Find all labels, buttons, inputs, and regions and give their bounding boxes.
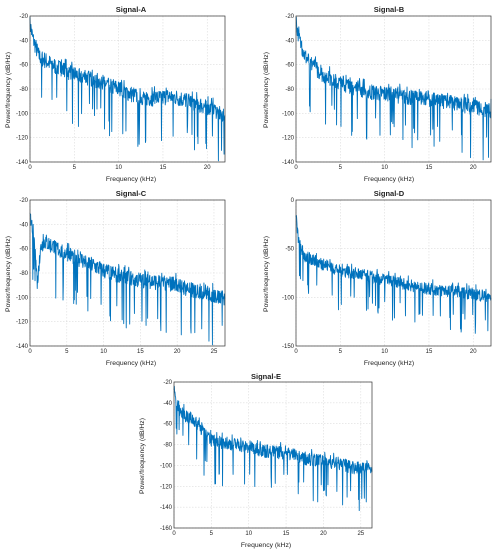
y-axis-label: Power/frequency (dB/Hz): [139, 418, 146, 494]
chart-title: Signal-D: [374, 189, 405, 198]
x-tick-label: 5: [210, 531, 214, 537]
x-tick-label: 10: [245, 531, 252, 537]
y-tick-label: -100: [282, 111, 295, 117]
y-axis-label: Power/frequency (dB/Hz): [263, 52, 270, 128]
y-tick-label: -120: [16, 320, 29, 326]
axes-box: [295, 15, 492, 163]
y-tick-label: -140: [282, 160, 295, 166]
y-tick-label: -60: [163, 422, 172, 428]
y-tick-label: -100: [160, 463, 173, 469]
y-tick-label: -20: [285, 14, 294, 20]
y-tick-label: 0: [291, 198, 295, 204]
chart-title: Signal-B: [374, 5, 405, 14]
x-tick-label: 20: [320, 531, 327, 537]
y-tick-label: -60: [19, 247, 28, 253]
x-tick-label: 0: [294, 349, 298, 355]
y-axis-label: Power/frequency (dB/Hz): [5, 52, 12, 128]
y-tick-label: -40: [285, 38, 294, 44]
y-tick-label: -40: [19, 222, 28, 228]
y-tick-label: -80: [19, 271, 28, 277]
x-tick-label: 15: [426, 349, 433, 355]
panel-signal-c: Signal-C Frequency (kHz) Power/frequency…: [5, 189, 226, 367]
panel-signal-d: Signal-D Frequency (kHz) Power/frequency…: [263, 189, 492, 367]
x-tick-label: 10: [115, 165, 122, 171]
spectrum-trace: [295, 214, 492, 334]
x-tick-label: 10: [381, 165, 388, 171]
x-axis-label: Frequency (kHz): [106, 176, 156, 183]
y-tick-label: -80: [285, 87, 294, 93]
y-tick-label: -140: [16, 344, 29, 350]
x-tick-label: 10: [100, 349, 107, 355]
x-tick-label: 10: [381, 349, 388, 355]
y-tick-label: -20: [163, 380, 172, 386]
x-tick-label: 0: [28, 349, 32, 355]
x-axis-label: Frequency (kHz): [364, 176, 414, 183]
x-tick-label: 25: [357, 531, 364, 537]
chart-title: Signal-C: [116, 189, 147, 198]
spectrum-trace: [29, 17, 226, 162]
axes-box: [29, 199, 226, 347]
y-tick-label: -120: [160, 484, 173, 490]
spectrum-trace: [29, 213, 226, 346]
y-tick-label: -120: [282, 136, 295, 142]
y-tick-label: -50: [285, 247, 294, 253]
y-tick-label: -20: [19, 14, 28, 20]
x-tick-label: 15: [137, 349, 144, 355]
x-tick-label: 20: [470, 165, 477, 171]
chart-title: Signal-E: [251, 372, 281, 381]
panel-signal-b: Signal-B Frequency (kHz) Power/frequency…: [263, 5, 492, 183]
x-tick-label: 15: [426, 165, 433, 171]
x-tick-label: 15: [160, 165, 167, 171]
x-axis-label: Frequency (kHz): [106, 360, 156, 367]
y-tick-label: -60: [285, 63, 294, 69]
x-tick-label: 5: [65, 349, 69, 355]
y-tick-label: -150: [282, 344, 295, 350]
chart-title: Signal-A: [116, 5, 147, 14]
y-tick-label: -120: [16, 136, 29, 142]
x-tick-label: 20: [174, 349, 181, 355]
y-tick-label: -140: [16, 160, 29, 166]
y-tick-label: -60: [19, 63, 28, 69]
panel-signal-a: Signal-A Frequency (kHz) Power/frequency…: [5, 5, 226, 183]
x-tick-label: 5: [339, 165, 343, 171]
spectrum-trace: [173, 385, 373, 512]
x-tick-label: 5: [339, 349, 343, 355]
y-tick-label: -40: [19, 38, 28, 44]
y-tick-label: -100: [16, 295, 29, 301]
y-tick-label: -100: [16, 111, 29, 117]
y-tick-label: -80: [163, 443, 172, 449]
y-axis-label: Power/frequency (dB/Hz): [263, 236, 270, 312]
y-tick-label: -40: [163, 401, 172, 407]
panel-signal-e: Signal-E Frequency (kHz) Power/frequency…: [139, 372, 373, 549]
x-tick-label: 20: [470, 349, 477, 355]
axes-box: [173, 381, 373, 529]
y-tick-label: -80: [19, 87, 28, 93]
x-tick-label: 20: [204, 165, 211, 171]
x-tick-label: 5: [73, 165, 77, 171]
x-axis-label: Frequency (kHz): [364, 360, 414, 367]
x-tick-label: 0: [28, 165, 32, 171]
x-tick-label: 0: [172, 531, 176, 537]
y-tick-label: -140: [160, 505, 173, 511]
y-axis-label: Power/frequency (dB/Hz): [5, 236, 12, 312]
x-tick-label: 15: [283, 531, 290, 537]
axes-box: [29, 15, 226, 163]
x-tick-label: 25: [211, 349, 218, 355]
y-tick-label: -160: [160, 526, 173, 532]
y-tick-label: -20: [19, 198, 28, 204]
axes-box: [295, 199, 492, 347]
y-tick-label: -100: [282, 295, 295, 301]
x-axis-label: Frequency (kHz): [241, 542, 291, 549]
spectrum-trace: [295, 16, 492, 161]
x-tick-label: 0: [294, 165, 298, 171]
plot-area: [296, 200, 491, 346]
